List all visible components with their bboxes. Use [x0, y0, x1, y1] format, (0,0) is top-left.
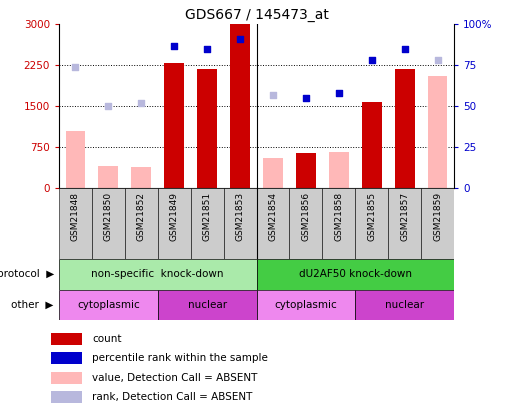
- Point: [236, 36, 244, 42]
- Bar: [322, 188, 355, 259]
- Text: dU2AF50 knock-down: dU2AF50 knock-down: [299, 269, 412, 279]
- Point: [170, 43, 179, 49]
- Bar: [59, 290, 158, 320]
- Text: rank, Detection Call = ABSENT: rank, Detection Call = ABSENT: [92, 392, 253, 402]
- Text: cytoplasmic: cytoplasmic: [274, 300, 337, 310]
- Bar: [51, 333, 82, 345]
- Point: [71, 64, 80, 70]
- Text: cytoplasmic: cytoplasmic: [77, 300, 140, 310]
- Bar: [51, 391, 82, 403]
- Bar: [51, 352, 82, 364]
- Bar: [355, 188, 388, 259]
- Point: [401, 46, 409, 52]
- Bar: [329, 152, 349, 188]
- Bar: [191, 188, 224, 259]
- Bar: [125, 188, 158, 259]
- Point: [104, 103, 112, 110]
- Point: [269, 92, 277, 98]
- Point: [368, 57, 376, 64]
- Bar: [224, 188, 256, 259]
- Bar: [355, 290, 454, 320]
- Point: [203, 46, 211, 52]
- Text: GSM21850: GSM21850: [104, 192, 113, 241]
- Bar: [197, 69, 217, 188]
- Bar: [51, 372, 82, 384]
- Bar: [256, 188, 289, 259]
- Point: [334, 90, 343, 96]
- Bar: [388, 188, 421, 259]
- Bar: [256, 259, 454, 290]
- Bar: [158, 290, 256, 320]
- Text: GSM21849: GSM21849: [170, 192, 179, 241]
- Text: percentile rank within the sample: percentile rank within the sample: [92, 353, 268, 363]
- Text: GSM21854: GSM21854: [268, 192, 278, 241]
- Text: GSM21851: GSM21851: [203, 192, 212, 241]
- Point: [433, 57, 442, 64]
- Text: nuclear: nuclear: [188, 300, 227, 310]
- Bar: [92, 188, 125, 259]
- Text: GSM21856: GSM21856: [301, 192, 310, 241]
- Text: non-specific  knock-down: non-specific knock-down: [91, 269, 224, 279]
- Text: value, Detection Call = ABSENT: value, Detection Call = ABSENT: [92, 373, 258, 383]
- Bar: [428, 76, 447, 188]
- Bar: [394, 69, 415, 188]
- Text: GSM21857: GSM21857: [400, 192, 409, 241]
- Bar: [289, 188, 322, 259]
- Text: GSM21852: GSM21852: [137, 192, 146, 241]
- Text: GSM21848: GSM21848: [71, 192, 80, 241]
- Bar: [362, 102, 382, 188]
- Bar: [59, 188, 92, 259]
- Text: GSM21859: GSM21859: [433, 192, 442, 241]
- Bar: [66, 131, 85, 188]
- Text: protocol  ▶: protocol ▶: [0, 269, 54, 279]
- Text: GSM21858: GSM21858: [334, 192, 343, 241]
- Bar: [256, 290, 355, 320]
- Text: other  ▶: other ▶: [11, 300, 54, 310]
- Bar: [59, 259, 256, 290]
- Point: [137, 100, 145, 106]
- Bar: [158, 188, 191, 259]
- Text: nuclear: nuclear: [385, 300, 424, 310]
- Bar: [230, 24, 250, 188]
- Text: GSM21853: GSM21853: [235, 192, 245, 241]
- Bar: [131, 167, 151, 188]
- Bar: [421, 188, 454, 259]
- Bar: [164, 62, 184, 188]
- Title: GDS667 / 145473_at: GDS667 / 145473_at: [185, 8, 328, 22]
- Text: count: count: [92, 334, 122, 344]
- Bar: [296, 153, 315, 188]
- Text: GSM21855: GSM21855: [367, 192, 376, 241]
- Bar: [98, 166, 118, 188]
- Point: [302, 95, 310, 101]
- Bar: [263, 158, 283, 188]
